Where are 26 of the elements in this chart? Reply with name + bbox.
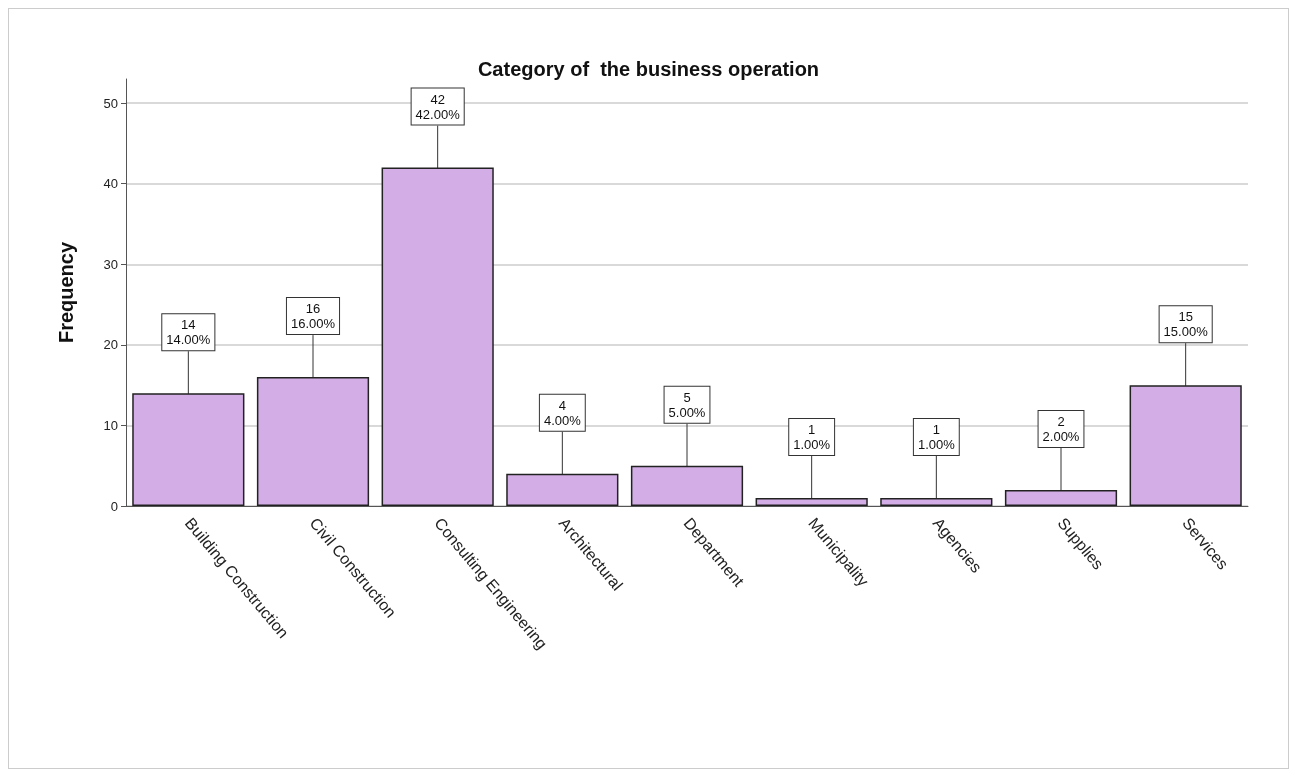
bar <box>132 393 245 506</box>
data-label: 15 15.00% <box>1163 309 1209 340</box>
bar <box>381 167 494 506</box>
y-tick-label: 40 <box>103 176 118 192</box>
chart-title: Category of the business operation <box>477 58 820 80</box>
data-label: 1 1.00% <box>793 421 831 452</box>
y-tick-label: 50 <box>103 95 118 111</box>
bar <box>880 497 993 506</box>
data-label: 14 14.00% <box>166 317 211 348</box>
data-label: 16 16.00% <box>290 301 336 332</box>
bar <box>630 465 744 506</box>
y-tick-label: 0 <box>110 498 118 514</box>
bar <box>755 497 868 506</box>
bar <box>1129 385 1242 506</box>
data-label: 4 4.00% <box>543 397 582 428</box>
bar <box>256 377 370 506</box>
data-label: 1 1.00% <box>917 421 956 452</box>
y-tick-label: 10 <box>103 417 118 433</box>
data-label: 5 5.00% <box>668 389 706 420</box>
y-axis-title: Frequency <box>55 241 77 344</box>
y-tick-label: 30 <box>103 256 118 272</box>
data-label: 2 2.00% <box>1042 413 1080 444</box>
data-label: 42 42.00% <box>415 91 461 122</box>
bar <box>1004 489 1118 506</box>
y-tick-label: 20 <box>103 337 118 353</box>
bar <box>506 473 619 506</box>
